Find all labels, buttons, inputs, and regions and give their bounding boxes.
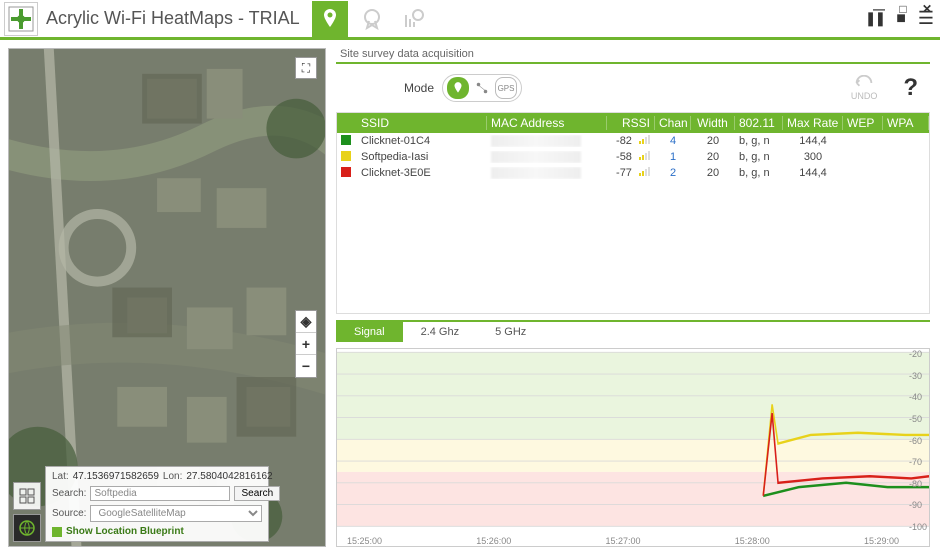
cell-rssi: -77 <box>607 167 655 179</box>
tab-5ghz[interactable]: 5 GHz <box>477 322 544 342</box>
cell-mac <box>487 151 607 163</box>
y-tick: -80 <box>909 479 927 489</box>
col-width[interactable]: Width <box>691 116 735 130</box>
col-ssid[interactable]: SSID <box>357 116 487 130</box>
help-button[interactable]: ? <box>903 74 918 102</box>
color-swatch <box>341 135 351 145</box>
col-rssi[interactable]: RSSI <box>607 116 655 130</box>
cell-rate: 144,4 <box>783 167 843 179</box>
col-rate[interactable]: Max Rate <box>783 116 843 130</box>
cell-width: 20 <box>691 167 735 179</box>
cell-proto: b, g, n <box>735 151 783 163</box>
lat-value: 47.1536971582659 <box>73 471 159 482</box>
col-mac[interactable]: MAC Address <box>487 116 607 130</box>
cell-rssi: -82 <box>607 135 655 147</box>
cell-width: 20 <box>691 135 735 147</box>
table-row[interactable]: Clicknet-3E0E -77 220b, g, n144,4 <box>337 165 929 181</box>
window-minimize[interactable]: — <box>872 2 886 16</box>
tab-24ghz[interactable]: 2.4 Ghz <box>403 322 478 342</box>
cell-ssid: Clicknet-01C4 <box>357 135 487 147</box>
cell-ssid: Softpedia-Iasi <box>357 151 487 163</box>
y-tick: -50 <box>909 414 927 424</box>
zoom-in-button[interactable]: + <box>296 333 316 355</box>
x-tick: 15:27:00 <box>605 536 640 546</box>
globe-icon[interactable] <box>13 514 41 542</box>
cell-mac <box>487 167 607 179</box>
x-tick: 15:28:00 <box>735 536 770 546</box>
zoom-out-button[interactable]: − <box>296 355 316 377</box>
lat-label: Lat: <box>52 471 69 482</box>
survey-panel-title: Site survey data acquisition <box>336 46 930 64</box>
signal-bars-icon <box>639 151 651 163</box>
cell-chan[interactable]: 1 <box>655 151 691 163</box>
tab-signal[interactable]: Signal <box>336 322 403 342</box>
lon-value: 27.5804042816162 <box>186 471 272 482</box>
mode-route-icon[interactable] <box>471 77 493 99</box>
cell-chan[interactable]: 2 <box>655 167 691 179</box>
x-tick: 15:26:00 <box>476 536 511 546</box>
y-tick: -40 <box>909 392 927 402</box>
app-icon <box>4 2 38 36</box>
nav-badge-icon[interactable] <box>354 1 390 37</box>
survey-toolbar: Mode GPS UNDO ? <box>336 70 930 106</box>
cell-rssi: -58 <box>607 151 655 163</box>
col-wpa[interactable]: WPA <box>883 116 929 130</box>
color-swatch <box>341 167 351 177</box>
mode-selector: GPS <box>442 74 522 102</box>
x-tick: 15:29:00 <box>864 536 899 546</box>
cell-ssid: Clicknet-3E0E <box>357 167 487 179</box>
mode-pin-icon[interactable] <box>447 77 469 99</box>
cell-proto: b, g, n <box>735 135 783 147</box>
nav-location-icon[interactable] <box>312 1 348 37</box>
x-tick: 15:25:00 <box>347 536 382 546</box>
mode-gps-icon[interactable]: GPS <box>495 77 517 99</box>
signal-bars-icon <box>639 135 651 147</box>
app-title: Acrylic Wi-Fi HeatMaps - TRIAL <box>46 8 300 29</box>
color-swatch <box>341 151 351 161</box>
col-wep[interactable]: WEP <box>843 116 883 130</box>
fullscreen-button[interactable]: ⛶ <box>295 57 317 79</box>
cell-rate: 300 <box>783 151 843 163</box>
y-tick: -90 <box>909 500 927 510</box>
map-panel[interactable]: ⛶ ◈ + − Lat: 47.1536971582659 Lon: 27.58… <box>8 48 326 547</box>
source-select[interactable]: GoogleSatelliteMap <box>90 505 262 522</box>
lon-label: Lon: <box>163 471 182 482</box>
y-tick: -60 <box>909 436 927 446</box>
mode-label: Mode <box>404 81 434 95</box>
signal-chart: -20 -30 -40 -50 -60 -70 -80 -90 -100 15:25:00 15:… <box>336 348 930 547</box>
blueprint-label: Show Location Blueprint <box>66 526 184 537</box>
blueprint-checkbox[interactable] <box>52 527 62 537</box>
title-bar: Acrylic Wi-Fi HeatMaps - TRIAL ❚❚ ■ ☰ <box>0 0 940 40</box>
cell-rate: 144,4 <box>783 135 843 147</box>
y-tick: -100 <box>909 522 927 532</box>
table-row[interactable]: Clicknet-01C4 -82 420b, g, n144,4 <box>337 133 929 149</box>
table-header: SSID MAC Address RSSI Chan Width 802.11 … <box>337 113 929 133</box>
grid-view-icon[interactable] <box>13 482 41 510</box>
nav-stats-icon[interactable] <box>396 1 432 37</box>
network-table: SSID MAC Address RSSI Chan Width 802.11 … <box>336 112 930 314</box>
cell-mac <box>487 135 607 147</box>
cell-width: 20 <box>691 151 735 163</box>
cell-proto: b, g, n <box>735 167 783 179</box>
y-tick: -30 <box>909 371 927 381</box>
search-button[interactable]: Search <box>234 486 280 501</box>
y-tick: -70 <box>909 457 927 467</box>
y-tick: -20 <box>909 349 927 359</box>
cell-chan[interactable]: 4 <box>655 135 691 147</box>
col-proto[interactable]: 802.11 <box>735 116 783 130</box>
compass-button[interactable]: ◈ <box>296 311 316 333</box>
signal-bars-icon <box>639 167 651 179</box>
search-input[interactable] <box>90 486 230 501</box>
window-close[interactable]: ✕ <box>920 2 934 16</box>
source-label: Source: <box>52 508 86 519</box>
zoom-controls: ◈ + − <box>295 310 317 378</box>
window-maximize[interactable]: □ <box>896 2 910 16</box>
col-chan[interactable]: Chan <box>655 116 691 130</box>
table-row[interactable]: Softpedia-Iasi -58 120b, g, n300 <box>337 149 929 165</box>
search-label: Search: <box>52 488 86 499</box>
undo-button[interactable]: UNDO <box>851 75 878 101</box>
map-info-box: Lat: 47.1536971582659 Lon: 27.5804042816… <box>45 466 269 542</box>
chart-tabs: Signal 2.4 Ghz 5 GHz <box>336 320 930 342</box>
